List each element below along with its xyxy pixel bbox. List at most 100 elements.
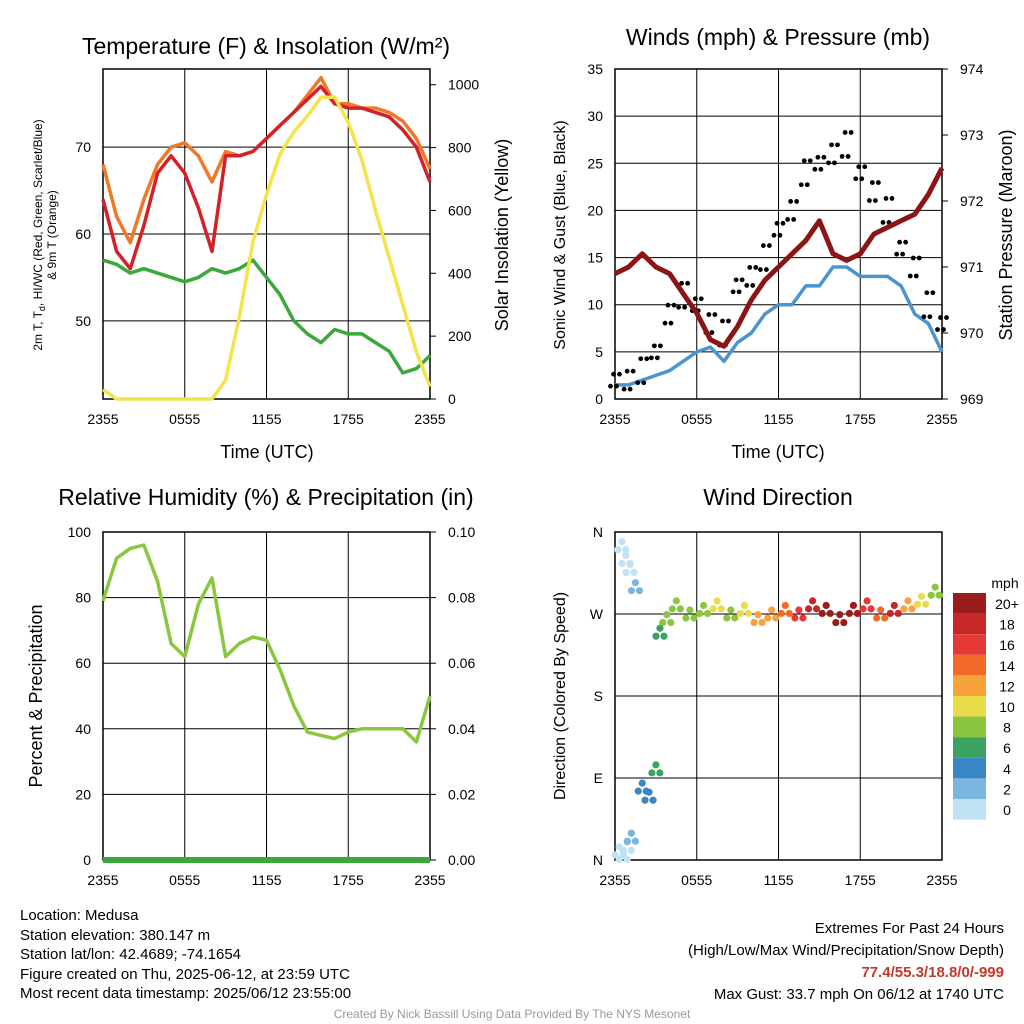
direction-point [799,614,807,622]
x-tick-label: 2355 [87,411,118,427]
gust-point [641,380,647,386]
gust-point [859,176,865,182]
direction-point [904,597,912,605]
legend-label: 20+ [995,596,1019,612]
gust-point [897,239,903,245]
gust-point [747,265,753,270]
direction-point [772,614,780,622]
legend-swatch [953,675,986,696]
gust-point [875,180,881,185]
gust-point [815,154,821,160]
direction-point [641,796,649,804]
gust-point [880,220,886,225]
gust-point [935,327,940,332]
gust-point [739,277,745,283]
direction-point [686,606,694,614]
gust-point [635,380,641,386]
direction-point [826,609,834,618]
legend-label: 18 [999,617,1015,633]
gust-point [671,302,677,308]
legend-swatch [953,757,986,779]
gust-point [894,251,900,257]
direction-point [768,606,776,614]
y2-tick-label: 800 [448,140,472,156]
legend-label: 16 [999,637,1015,653]
gust-point [726,318,731,324]
wind-ylabel-left: Sonic Wind & Gust (Blue, Black) [552,120,569,349]
direction-point [668,605,676,613]
x-tick-label: 1755 [845,411,876,427]
direction-point [630,568,638,577]
direction-point [659,618,667,627]
direction-point [935,591,943,599]
legend-swatch [953,654,986,676]
y-tick-label: 30 [587,108,603,124]
gust-point [644,356,650,362]
gust-point [763,267,769,272]
y-tick-label: W [590,606,604,622]
direction-point [619,846,627,854]
gust-point [862,164,868,170]
gust-point [744,283,750,288]
direction-point [840,618,848,627]
direction-point [709,605,717,613]
temp-xlabel: Time (UTC) [220,442,313,462]
y-tick-label: 5 [595,344,603,360]
direction-point [731,614,739,622]
gust-point [709,330,715,335]
legend-swatch [953,737,986,758]
direction-point [890,601,898,610]
gust-point [662,320,668,326]
gust-point [812,166,818,172]
y-tick-label: 70 [75,139,91,155]
gust-point [774,220,780,226]
y-tick-label: E [594,770,603,786]
series-line [102,95,432,401]
y2-tick-label: 200 [448,328,472,344]
legend-label: 8 [1003,720,1011,736]
gust-point [736,289,742,295]
direction-point [627,829,635,837]
gust-point [889,196,895,201]
direction-point [849,601,858,610]
direction-point [648,769,656,777]
direction-point [618,538,626,546]
x-tick-label: 1755 [845,872,876,888]
direction-point [750,618,758,627]
series-line [102,258,432,375]
x-tick-label: 1155 [763,411,793,427]
direction-point [812,605,821,613]
direction-point [649,796,657,804]
direction-point [635,587,644,595]
direction-point [758,618,766,627]
direction-point [627,587,636,595]
gust-point [910,255,916,261]
dir-panel-title: Wind Direction [703,484,853,510]
direction-point [808,597,817,605]
y2-tick-label: 0.08 [448,590,475,606]
gust-point [651,343,657,349]
series-line [101,543,432,744]
direction-point [660,632,668,640]
y-tick-label: 80 [75,590,91,606]
direction-point [713,597,721,605]
gust-point [682,304,688,310]
x-tick-label: 2355 [926,411,957,427]
direction-point [631,837,639,845]
gust-point [777,232,783,238]
extremes-title: Extremes For Past 24 Hours [814,920,1004,937]
y-tick-label: 60 [75,655,91,671]
x-tick-label: 2355 [599,872,630,888]
direction-point [615,855,623,864]
legend-label: 6 [1003,740,1011,756]
direction-point [818,609,826,618]
gust-point [733,277,739,283]
direction-point [656,769,664,777]
direction-point [804,605,813,613]
gust-point [821,154,827,160]
y2-tick-label: 0.02 [448,786,475,802]
gust-point [801,158,807,164]
legend-swatch [953,593,986,614]
wind-xlabel: Time (UTC) [731,442,824,462]
